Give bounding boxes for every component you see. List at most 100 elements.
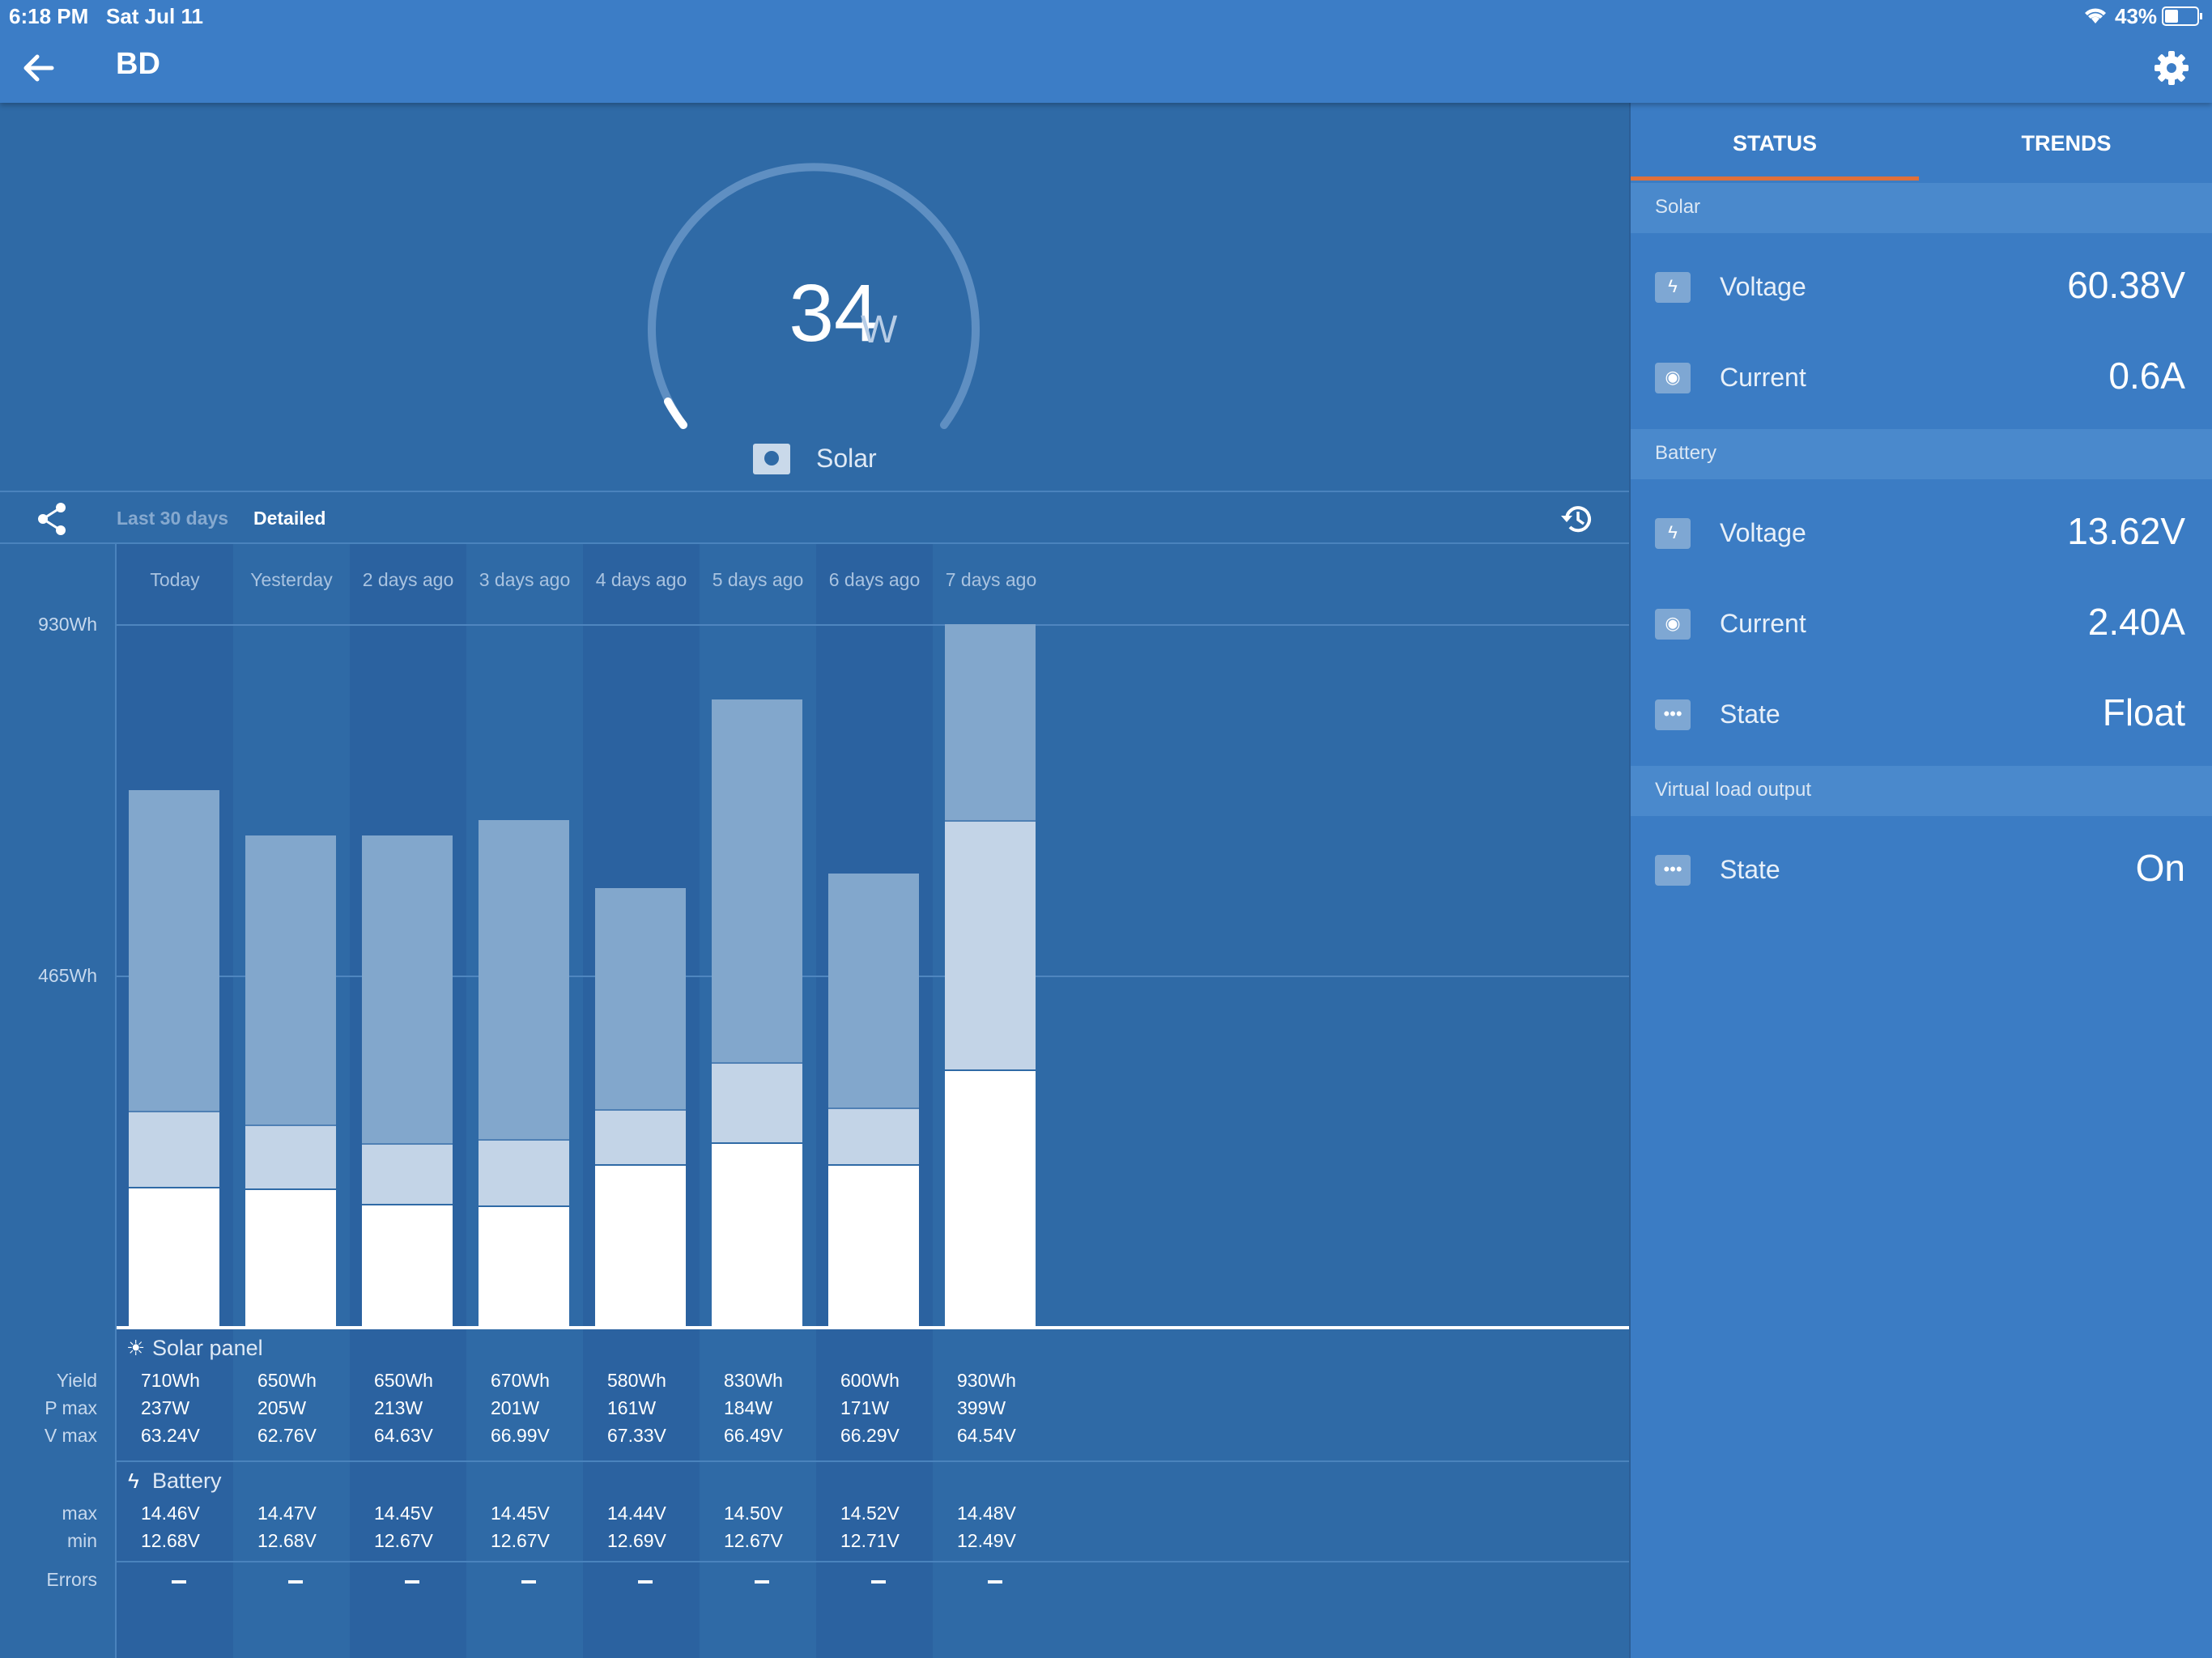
yield-cell: 710Wh — [141, 1370, 200, 1391]
tab-trends[interactable]: TRENDS — [2021, 131, 2112, 155]
yield-cell: 650Wh — [257, 1370, 317, 1391]
battery-max-cell: 14.47V — [257, 1503, 317, 1524]
battery-max-cell: 14.45V — [374, 1503, 433, 1524]
bar-segment-middle — [245, 1124, 336, 1189]
battery-current-icon: ◉ — [1655, 609, 1691, 640]
battery-percent: 43% — [2115, 4, 2158, 28]
battery-min-cell: 12.68V — [141, 1530, 200, 1551]
vmax-cell: 66.99V — [491, 1425, 550, 1446]
battery-voltage-icon: ϟ — [1655, 518, 1691, 549]
divider — [0, 491, 1629, 492]
gauge-label: Solar — [816, 444, 877, 473]
solar-voltage-label: Voltage — [1720, 272, 1806, 301]
gear-icon[interactable] — [2154, 50, 2189, 86]
vmax-label: V max — [44, 1425, 97, 1446]
vmax-cell: 66.49V — [724, 1425, 783, 1446]
battery-min-cell: 12.49V — [957, 1530, 1016, 1551]
tab-status[interactable]: STATUS — [1733, 131, 1817, 155]
bar-segment-upper — [245, 835, 336, 1125]
error-dash — [755, 1580, 769, 1584]
battery-min-cell: 12.68V — [257, 1530, 317, 1551]
battery-min-cell: 12.71V — [840, 1530, 900, 1551]
active-tab-indicator — [1631, 176, 1919, 181]
bar-segment-upper — [129, 790, 219, 1112]
day-label: 4 days ago — [595, 569, 687, 590]
bar-segment-lower — [479, 1205, 569, 1326]
battery-voltage-label: Voltage — [1720, 518, 1806, 547]
day-label: Yesterday — [250, 569, 333, 590]
section-header-battery: Battery — [1631, 429, 2212, 479]
bar-segment-lower — [129, 1186, 219, 1326]
bar-segment-middle — [828, 1107, 919, 1164]
battery-max-cell: 14.45V — [491, 1503, 550, 1524]
battery-max-cell: 14.46V — [141, 1503, 200, 1524]
day-label: 6 days ago — [828, 569, 921, 590]
bar-segment-middle — [362, 1143, 453, 1204]
error-dash — [638, 1580, 653, 1584]
bar-segment-middle — [595, 1109, 686, 1164]
sun-icon: ☀ — [126, 1336, 146, 1360]
solar-current-label: Current — [1720, 363, 1806, 392]
axis-line — [115, 544, 117, 1658]
status-panel — [1629, 103, 2212, 1658]
lightning-icon: ϟ — [128, 1469, 139, 1493]
y-tick-mid: 465Wh — [38, 965, 97, 986]
bar-segment-upper — [712, 699, 802, 1062]
bar-segment-lower — [712, 1142, 802, 1326]
virtual-load-state-value: On — [2135, 847, 2185, 889]
y-tick-max: 930Wh — [38, 614, 97, 635]
bar-segment-middle — [945, 820, 1036, 1070]
solar-voltage-value: 60.38V — [2067, 264, 2185, 306]
battery-state-label: State — [1720, 699, 1780, 729]
app-bar: 6:18 PM Sat Jul 11 43% BD — [0, 0, 2212, 103]
history-chart: Today Yesterday 2 days ago 3 days ago 4 … — [0, 544, 1629, 1658]
pmax-cell: 201W — [491, 1397, 540, 1418]
vmax-cell: 62.76V — [257, 1425, 317, 1446]
day-label: Today — [150, 569, 200, 590]
error-dash — [288, 1580, 303, 1584]
battery-state-icon: ••• — [1655, 699, 1691, 730]
solar-panel-icon — [753, 444, 790, 474]
section-title: Battery — [1655, 442, 1717, 464]
section-title: Solar — [1655, 196, 1701, 218]
section-header-virtual-load: Virtual load output — [1631, 766, 2212, 816]
battery-max-cell: 14.52V — [840, 1503, 900, 1524]
bar-segment-upper — [479, 820, 569, 1139]
pmax-cell: 213W — [374, 1397, 423, 1418]
solar-gauge — [648, 163, 980, 429]
solar-current-icon: ◉ — [1655, 363, 1691, 393]
history-icon[interactable] — [1559, 502, 1594, 536]
min-label: min — [66, 1530, 97, 1551]
yield-cell: 650Wh — [374, 1370, 433, 1391]
back-arrow-icon[interactable] — [23, 53, 55, 83]
bar-segment-lower — [245, 1188, 336, 1326]
divider — [117, 1460, 1629, 1462]
pmax-label: P max — [45, 1397, 97, 1418]
pmax-cell: 399W — [957, 1397, 1006, 1418]
status-time: 6:18 PM — [9, 4, 89, 28]
pmax-cell: 205W — [257, 1397, 307, 1418]
pmax-cell: 184W — [724, 1397, 773, 1418]
errors-label: Errors — [46, 1569, 97, 1590]
share-icon[interactable] — [36, 502, 68, 536]
bars — [0, 544, 1629, 1328]
tab-detailed[interactable]: Detailed — [253, 508, 326, 529]
bar-segment-lower — [828, 1163, 919, 1326]
battery-icon — [2162, 6, 2202, 26]
solar-panel-title: Solar panel — [152, 1336, 263, 1360]
bar-segment-upper — [828, 873, 919, 1107]
vmax-cell: 63.24V — [141, 1425, 200, 1446]
bar-segment-upper — [362, 835, 453, 1144]
solar-current-value: 0.6A — [2108, 355, 2185, 397]
yield-cell: 930Wh — [957, 1370, 1016, 1391]
yield-cell: 580Wh — [607, 1370, 666, 1391]
pmax-cell: 171W — [840, 1397, 890, 1418]
section-header-solar: Solar — [1631, 183, 2212, 233]
day-label: 7 days ago — [945, 569, 1037, 590]
battery-current-label: Current — [1720, 609, 1806, 638]
bar-segment-lower — [595, 1163, 686, 1326]
tab-last-30-days[interactable]: Last 30 days — [117, 508, 229, 529]
vmax-cell: 64.54V — [957, 1425, 1016, 1446]
section-title: Virtual load output — [1655, 779, 1812, 801]
battery-min-cell: 12.67V — [491, 1530, 550, 1551]
